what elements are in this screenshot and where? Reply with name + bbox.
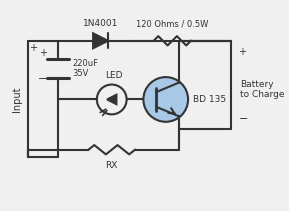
Text: −: − — [29, 145, 38, 155]
Polygon shape — [107, 95, 116, 104]
Text: RX: RX — [105, 161, 118, 170]
Text: 120 Ohms / 0.5W: 120 Ohms / 0.5W — [136, 20, 208, 29]
Text: +: + — [29, 43, 38, 53]
Text: +: + — [238, 47, 246, 57]
Text: 1N4001: 1N4001 — [83, 19, 118, 28]
Text: LED: LED — [105, 71, 122, 80]
Circle shape — [143, 77, 188, 122]
Text: −: − — [38, 74, 47, 84]
Text: −: − — [238, 114, 248, 124]
Text: 220uF
35V: 220uF 35V — [73, 59, 99, 78]
Text: +: + — [39, 48, 47, 58]
Text: BD 135: BD 135 — [193, 95, 226, 104]
Text: Battery
to Charge: Battery to Charge — [240, 80, 285, 99]
Polygon shape — [93, 33, 108, 48]
Text: Input: Input — [12, 86, 22, 112]
